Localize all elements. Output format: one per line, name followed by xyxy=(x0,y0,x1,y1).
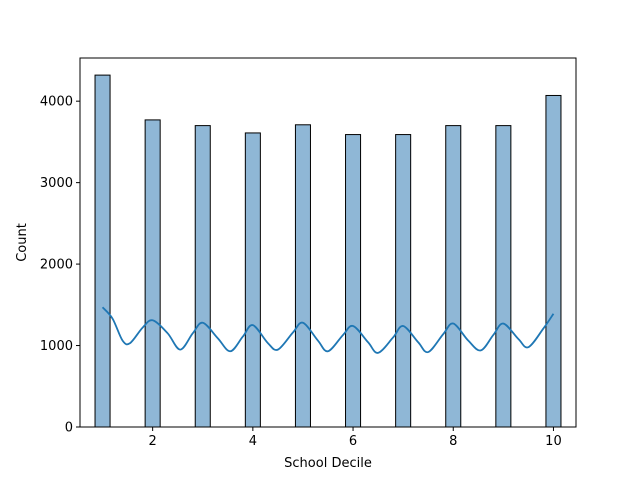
y-axis-label: Count xyxy=(15,223,30,262)
histogram-bar-decile-3 xyxy=(194,125,211,428)
x-tick-label: 2 xyxy=(149,434,157,449)
plot-frame xyxy=(79,57,577,428)
y-tick-label: 3000 xyxy=(40,176,73,191)
x-axis-ticks: 2 4 6 8 10 xyxy=(149,427,562,449)
x-tick-label: 6 xyxy=(349,434,357,449)
bars-layer xyxy=(94,74,562,428)
y-axis-ticks: 0 1000 2000 3000 4000 xyxy=(40,95,80,436)
histogram-bar-decile-2 xyxy=(144,119,161,428)
x-tick-label: 8 xyxy=(449,434,457,449)
histogram-bar-decile-4 xyxy=(244,132,261,428)
kde-layer xyxy=(101,306,555,354)
histogram-bar-decile-7 xyxy=(395,134,412,428)
histogram-bar-decile-9 xyxy=(495,125,512,428)
histogram-bar-decile-8 xyxy=(445,125,462,428)
histogram-bar-decile-1 xyxy=(94,74,111,428)
histogram-bar-decile-6 xyxy=(345,134,362,428)
x-axis-label: School Decile xyxy=(284,456,372,471)
y-tick-label: 2000 xyxy=(40,258,73,273)
histogram-bar-decile-5 xyxy=(294,124,311,428)
y-tick-label: 1000 xyxy=(40,339,73,354)
x-tick-label: 10 xyxy=(545,434,562,449)
y-tick-label: 4000 xyxy=(40,95,73,110)
kde-curve xyxy=(101,306,555,354)
y-tick-label: 0 xyxy=(65,421,73,436)
histogram-bar-decile-10 xyxy=(545,94,562,428)
x-tick-label: 4 xyxy=(249,434,257,449)
